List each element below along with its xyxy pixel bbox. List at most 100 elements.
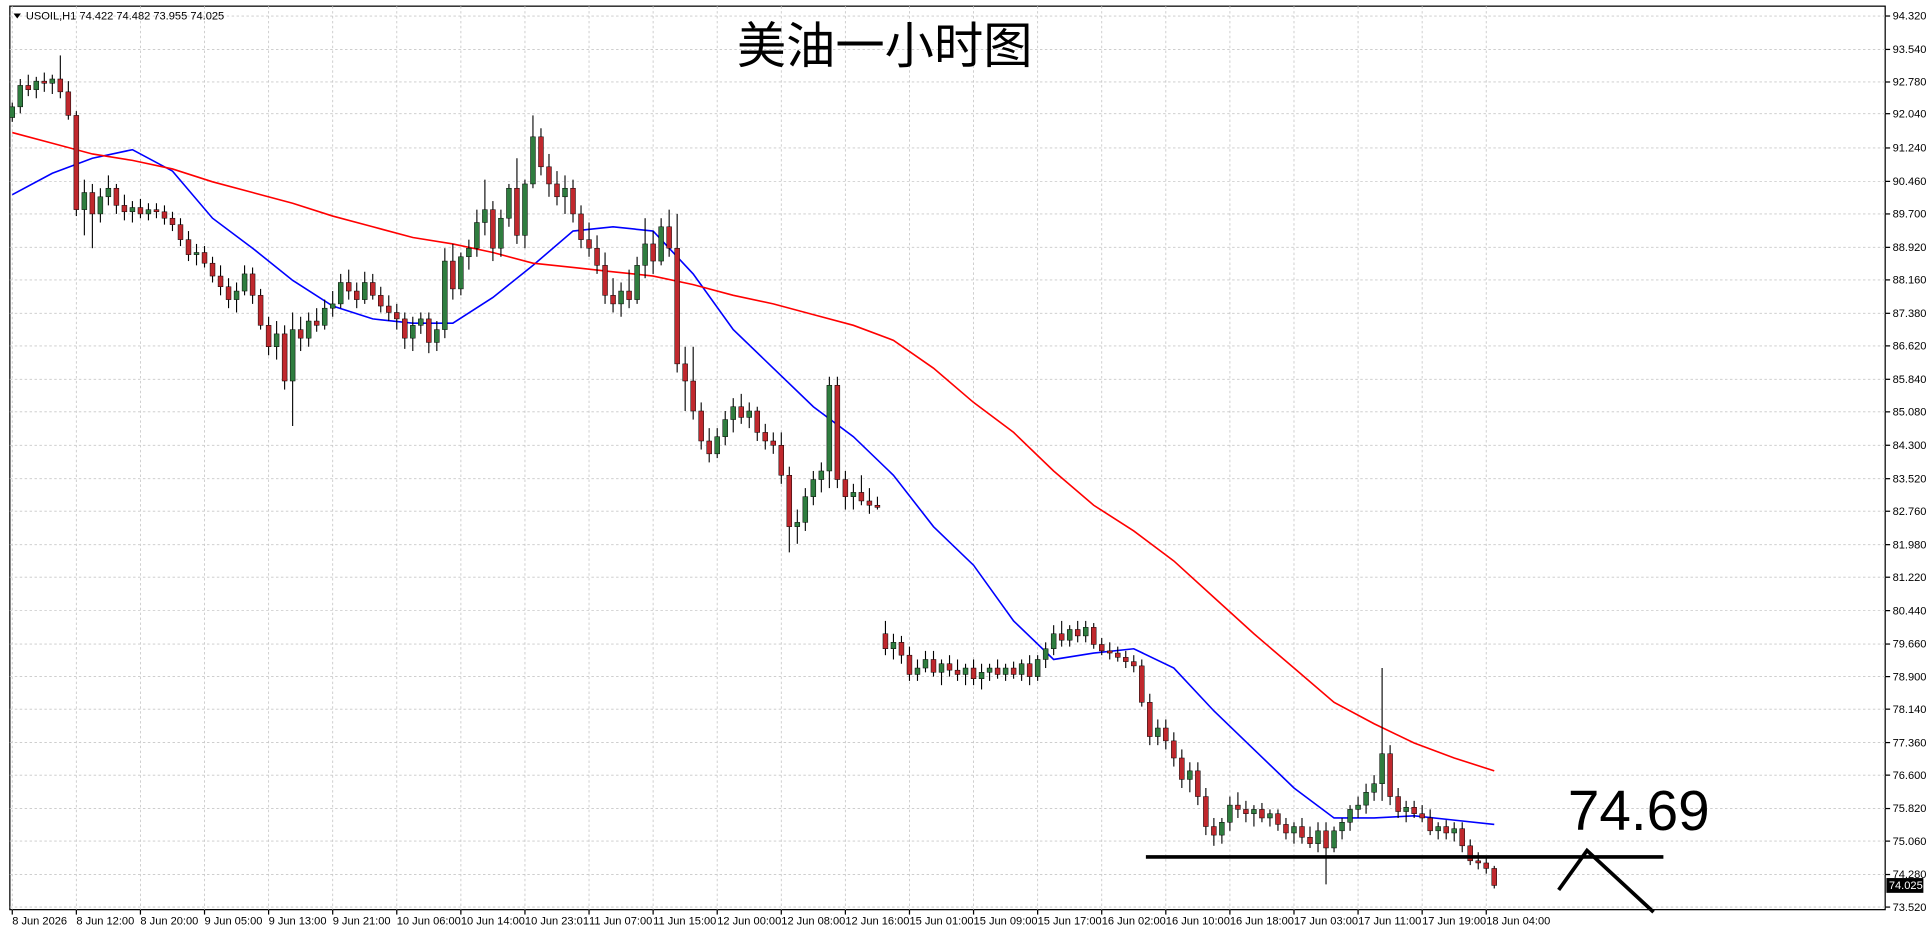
candle-body	[602, 265, 608, 296]
candle-body	[490, 209, 496, 249]
x-tick-label: 12 Jun 16:00	[845, 915, 909, 927]
candle-body	[1123, 657, 1129, 662]
candle-body	[482, 209, 488, 223]
x-tick-label: 17 Jun 19:00	[1422, 915, 1486, 927]
candle-body	[786, 475, 793, 527]
candle-body	[874, 504, 881, 508]
y-tick-label: 90.460	[1893, 176, 1927, 188]
candle-body	[1131, 661, 1137, 667]
candle-body	[770, 440, 776, 446]
candle-body	[73, 115, 80, 210]
candle-body	[970, 667, 977, 679]
candle-body	[354, 290, 360, 300]
candle-body	[930, 659, 937, 673]
candle-body	[498, 217, 504, 249]
candle-body	[882, 633, 889, 650]
candle-body	[1387, 753, 1393, 797]
candle-body	[1139, 665, 1145, 703]
candle-body	[650, 243, 656, 262]
candle-body	[1179, 757, 1185, 780]
y-tick-label: 94.320	[1893, 11, 1927, 23]
candle-body	[1155, 727, 1161, 737]
candle-body	[1066, 629, 1073, 641]
candle-body	[1403, 807, 1409, 812]
candle-body	[97, 196, 104, 215]
candle-body	[1227, 804, 1233, 823]
candle-body	[1435, 826, 1441, 832]
candle-body	[1026, 663, 1033, 677]
candle-body	[346, 282, 352, 292]
candle-body	[241, 273, 248, 292]
candle-body	[658, 226, 664, 262]
candle-body	[522, 183, 528, 236]
candle-body	[1050, 633, 1057, 650]
chart-title: 美油一小时图	[737, 17, 1033, 75]
candle-body	[514, 187, 520, 236]
candle-body	[866, 500, 873, 506]
candle-body	[754, 410, 760, 433]
candle-body	[209, 262, 216, 277]
candle-body	[1147, 702, 1153, 737]
candle-body	[810, 479, 817, 497]
y-tick-label: 73.520	[1893, 902, 1927, 914]
candle-body	[1211, 826, 1217, 836]
candle-body	[1203, 796, 1209, 827]
candle-body	[201, 252, 208, 264]
candle-body	[402, 318, 408, 339]
candle-body	[1107, 650, 1113, 654]
price-tag	[1886, 878, 1924, 893]
candle-body	[434, 329, 440, 343]
x-tick-label: 15 Jun 01:00	[909, 915, 973, 927]
candle-body	[153, 209, 160, 213]
candle-body	[962, 667, 969, 675]
candle-body	[706, 440, 712, 455]
candle-body	[762, 432, 768, 442]
candle-body	[570, 187, 576, 215]
candle-body	[249, 273, 256, 296]
marks	[9, 55, 1497, 889]
candle-body	[1267, 813, 1273, 819]
candle-body	[193, 252, 200, 255]
candle-body	[954, 669, 961, 675]
candle-body	[1411, 807, 1417, 814]
candle-body	[1018, 663, 1025, 675]
candle-body	[41, 80, 48, 84]
candle-body	[1002, 667, 1009, 675]
candle-body	[386, 305, 392, 313]
candle-body	[17, 85, 23, 108]
moving-average	[12, 131, 1495, 772]
candle-body	[1443, 826, 1449, 834]
y-tick-label: 86.620	[1893, 341, 1927, 353]
y-tick-label: 81.980	[1893, 539, 1927, 551]
candle-body	[1099, 644, 1105, 652]
candle-body	[410, 325, 416, 339]
candle-body	[586, 239, 592, 249]
menu-arrow[interactable]	[13, 13, 21, 19]
y-tick-label: 77.360	[1893, 737, 1927, 749]
x-tick-label: 9 Jun 05:00	[205, 915, 263, 927]
y-tick-label: 84.300	[1893, 440, 1927, 452]
candle-body	[265, 325, 272, 347]
candle-body	[842, 479, 849, 497]
candle-body	[442, 260, 448, 330]
candle-body	[1395, 796, 1401, 812]
level-label: 74.69	[1568, 780, 1710, 843]
candle-body	[1042, 648, 1049, 660]
y-tick-label: 81.220	[1893, 572, 1927, 584]
candle-body	[49, 78, 56, 84]
candle-body	[506, 187, 512, 219]
candle-body	[1491, 868, 1497, 886]
x-tick-label: 16 Jun 18:00	[1230, 915, 1294, 927]
candle-body	[474, 222, 480, 249]
x-tick-label: 10 Jun 06:00	[397, 915, 461, 927]
candle-body	[450, 260, 456, 290]
y-tick-label: 88.920	[1893, 242, 1927, 254]
y-tick-label: 92.040	[1893, 108, 1927, 120]
candle-body	[321, 307, 328, 326]
candle-body	[642, 243, 648, 266]
y-tick-label: 91.240	[1893, 143, 1927, 155]
candle-body	[1171, 740, 1177, 759]
